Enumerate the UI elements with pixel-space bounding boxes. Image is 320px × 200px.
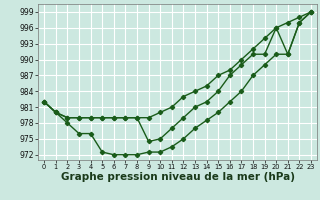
X-axis label: Graphe pression niveau de la mer (hPa): Graphe pression niveau de la mer (hPa) <box>60 172 295 182</box>
